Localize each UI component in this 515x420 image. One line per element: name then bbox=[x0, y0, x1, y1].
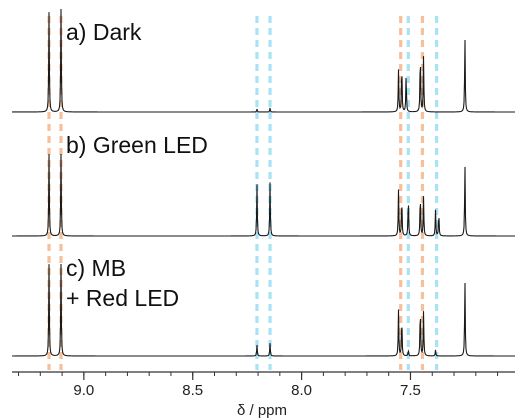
panel-labels: a) Dark b) Green LED c) MB + Red LED bbox=[66, 19, 208, 311]
spectrum-trace bbox=[12, 263, 515, 357]
spectrum-traces bbox=[12, 8, 515, 357]
panel-label: + Red LED bbox=[66, 285, 179, 311]
spectrum-trace bbox=[12, 8, 515, 113]
panel-label: c) MB bbox=[66, 255, 126, 281]
x-axis: δ / ppm 9.0 8.5 8.0 7.5 bbox=[12, 371, 515, 419]
marker-lines bbox=[47, 16, 439, 370]
x-axis-title: δ / ppm bbox=[237, 402, 287, 419]
tick-label: 8.5 bbox=[182, 382, 203, 399]
tick-label: 9.0 bbox=[73, 382, 94, 399]
tick-label: 7.5 bbox=[400, 382, 421, 399]
spectrum-trace bbox=[12, 153, 515, 237]
panel-label: b) Green LED bbox=[66, 132, 208, 158]
panel-label: a) Dark bbox=[66, 19, 142, 45]
tick-label: 8.0 bbox=[291, 382, 312, 399]
